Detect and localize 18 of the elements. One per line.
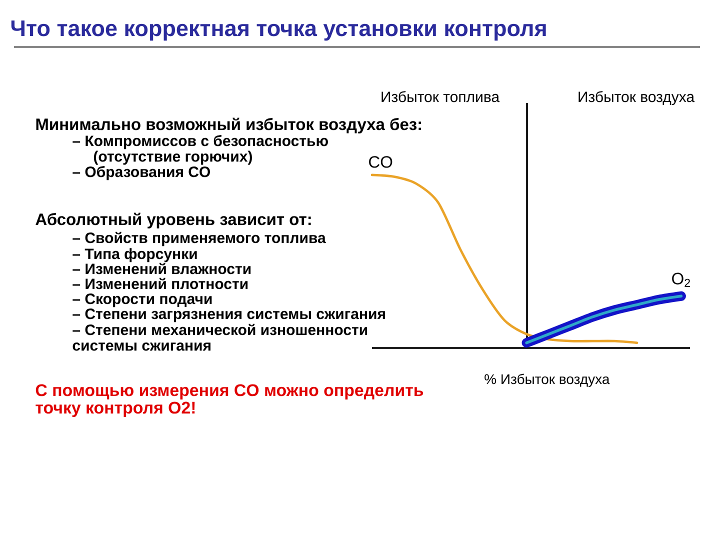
text: – Свойств применяемого топлива bbox=[72, 232, 326, 246]
chart-title: Что такое корректная точка установки контроля bbox=[11, 20, 546, 41]
text: Абсолютный уровень зависит от: bbox=[36, 212, 311, 228]
text: – Скорости подачи bbox=[72, 294, 212, 308]
text: Минимально возможный избыток воздуха без: bbox=[36, 118, 422, 134]
series-label: O$_{2}$ bbox=[672, 272, 690, 287]
text: Избыток топлива bbox=[382, 91, 500, 102]
text: – Изменений плотности bbox=[72, 278, 248, 290]
text: – Типа форсунки bbox=[72, 248, 197, 262]
series-label: CO bbox=[369, 156, 392, 168]
x-axis-title: % Избыток воздуха bbox=[484, 374, 610, 387]
text: – Степени механической изношенности системы сжигания bbox=[72, 324, 368, 351]
text: – Изменений влажности bbox=[72, 262, 251, 274]
text: – Компромиссов с безопасностью (отсутствие горючих) bbox=[72, 135, 328, 165]
text: – Образования CO bbox=[72, 166, 210, 180]
annotation: – Степени загрязнения системы сжигания bbox=[72, 308, 385, 322]
text: С помощью измерения CO можно определить точку контроля O2! bbox=[36, 384, 424, 418]
text: Избыток воздуха bbox=[578, 91, 695, 106]
